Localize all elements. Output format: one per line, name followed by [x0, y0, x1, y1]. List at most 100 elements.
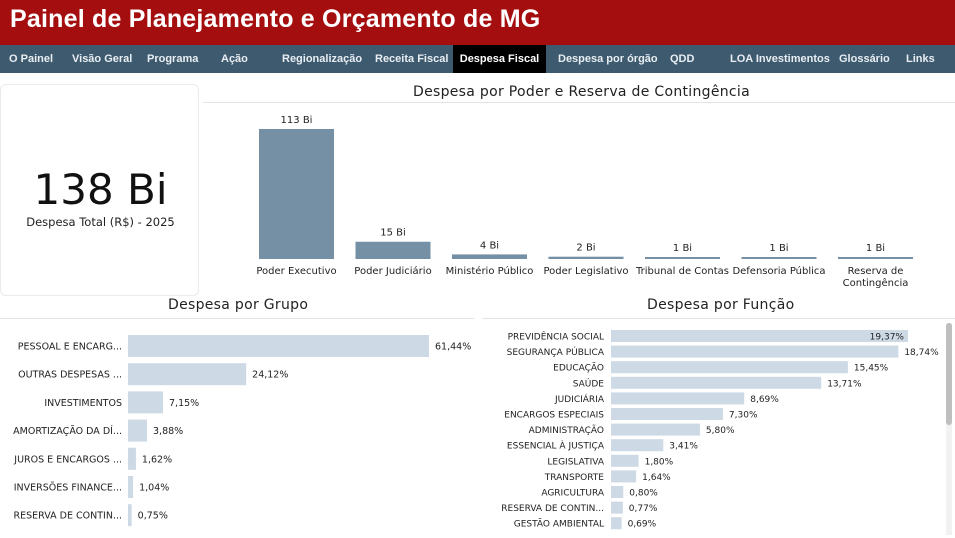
category-label: TRANSPORTE: [544, 473, 605, 483]
nav-item-links[interactable]: Links: [906, 53, 935, 65]
divider: [203, 102, 955, 103]
data-label: 3,88%: [153, 426, 183, 437]
bar-legislativa[interactable]: [611, 454, 639, 467]
nav-item-qdd[interactable]: QDD: [670, 53, 695, 65]
nav-item-despesa-fiscal[interactable]: Despesa Fiscal: [453, 45, 546, 73]
data-label: 4 Bi: [480, 240, 499, 251]
category-label: EDUCAÇÃO: [553, 363, 604, 374]
bar-defensoria-publica[interactable]: [741, 257, 817, 259]
category-label: Contingência: [843, 277, 909, 289]
bar-essencial-a-justica[interactable]: [611, 439, 664, 452]
bar-educacao[interactable]: [611, 361, 848, 374]
scrollbar-thumb[interactable]: [946, 323, 952, 425]
bar-encargos-especiais[interactable]: [611, 408, 723, 420]
bar-reserva-de-contin[interactable]: [611, 501, 623, 514]
data-label: 3,41%: [669, 442, 698, 452]
bar-investimentos[interactable]: [128, 391, 164, 414]
category-label: JUDICIÁRIA: [554, 393, 605, 405]
nav-item-receita-fiscal[interactable]: Receita Fiscal: [375, 53, 449, 65]
bar-judiciaria[interactable]: [611, 392, 745, 405]
bar-agricultura[interactable]: [611, 486, 624, 498]
bar-poder-judiciario[interactable]: [355, 241, 431, 259]
category-label: INVERSÕES FINANCE...: [14, 482, 122, 494]
nav-item-glossario[interactable]: Glossário: [839, 53, 890, 65]
category-label: LEGISLATIVA: [547, 457, 604, 467]
data-label: 0,69%: [628, 520, 657, 530]
category-label: OUTRAS DESPESAS ...: [18, 370, 122, 381]
data-label: 1,64%: [642, 473, 671, 483]
data-label: 7,15%: [169, 398, 199, 409]
data-label: 13,71%: [827, 379, 862, 389]
bar-pessoal-e-encarg[interactable]: [128, 335, 429, 357]
category-label: INVESTIMENTOS: [44, 398, 122, 409]
data-label: 0,80%: [629, 489, 658, 499]
chart-title-poder: Despesa por Poder e Reserva de Contingên…: [413, 84, 750, 100]
chart-poder: 113 Bi Poder Executivo 15 Bi Poder Judiciár…: [256, 115, 913, 289]
category-label: Defensoria Pública: [732, 265, 825, 277]
bar-saude[interactable]: [611, 376, 822, 389]
data-label: 18,74%: [904, 348, 939, 358]
data-label: 15 Bi: [380, 228, 406, 239]
category-label: Poder Judiciário: [354, 265, 431, 277]
data-label: 2 Bi: [576, 243, 595, 254]
nav-item-o-painel[interactable]: O Painel: [9, 53, 54, 65]
bar-poder-executivo[interactable]: [259, 129, 334, 259]
data-label: 1 Bi: [673, 243, 692, 254]
bar-inversoes-finance[interactable]: [128, 476, 134, 498]
category-label: RESERVA DE CONTIN...: [501, 504, 604, 514]
nav-item-loa-investimentos[interactable]: LOA Investimentos: [730, 53, 830, 65]
category-label: ENCARGOS ESPECIAIS: [504, 411, 604, 421]
category-label: AMORTIZAÇÃO DA DÍ...: [13, 425, 122, 437]
category-label: RESERVA DE CONTIN...: [14, 511, 122, 522]
data-label: 8,69%: [750, 395, 779, 405]
data-label: 1,04%: [139, 483, 169, 494]
data-label: 61,44%: [435, 342, 471, 353]
kpi-card-total[interactable]: 138 Bi Despesa Total (R$) - 2025: [0, 84, 199, 296]
nav-item-regionalizacao[interactable]: Regionalização: [282, 53, 363, 65]
nav-item-acao[interactable]: Ação: [221, 53, 248, 65]
bar-ministerio-publico[interactable]: [452, 254, 527, 259]
bar-reserva-de-contingencia[interactable]: [838, 257, 913, 259]
category-label: SAÚDE: [573, 377, 605, 389]
data-label: 1,80%: [645, 457, 674, 467]
category-label: JUROS E ENCARGOS ...: [13, 454, 122, 465]
chart-title-funcao: Despesa por Função: [647, 297, 795, 313]
category-label: Ministério Público: [446, 265, 534, 277]
scrollbar-track[interactable]: [946, 323, 952, 535]
nav-bar: O Painel Visão Geral Programa Ação Regio…: [0, 45, 955, 73]
bar-reserva-de-contin[interactable]: [128, 504, 132, 527]
nav-item-despesa-por-orgao[interactable]: Despesa por órgão: [558, 53, 658, 65]
kpi-label: Despesa Total (R$) - 2025: [26, 215, 175, 229]
data-label: 5,80%: [706, 426, 735, 436]
category-label: PREVIDÊNCIA SOCIAL: [508, 331, 604, 343]
category-label: Reserva de: [848, 266, 904, 277]
nav-item-visao-geral[interactable]: Visão Geral: [72, 53, 133, 65]
bar-outras-despesas[interactable]: [128, 363, 247, 386]
category-label: ADMINISTRAÇÃO: [529, 425, 604, 436]
data-label: 113 Bi: [281, 115, 313, 126]
chart-funcao: PREVIDÊNCIA SOCIAL 19,37% SEGURANÇA PÚBLIC…: [501, 330, 939, 530]
bar-seguranca-publica[interactable]: [611, 345, 899, 358]
data-label: 1 Bi: [866, 243, 885, 254]
bar-previdencia-social[interactable]: [611, 330, 908, 342]
divider: [482, 318, 955, 319]
category-label: Poder Executivo: [256, 266, 336, 277]
category-label: Tribunal de Contas: [635, 266, 729, 277]
bar-tribunal-de-contas[interactable]: [645, 257, 720, 259]
data-label: 7,30%: [729, 411, 758, 421]
category-label: GESTÃO AMBIENTAL: [514, 519, 604, 530]
category-label: AGRICULTURA: [541, 489, 605, 499]
bar-gestao-ambiental[interactable]: [611, 517, 622, 530]
nav-item-programa[interactable]: Programa: [147, 53, 199, 65]
data-label: 0,77%: [629, 504, 658, 514]
bar-poder-legislativo[interactable]: [548, 256, 624, 259]
data-label: 24,12%: [252, 370, 288, 381]
bar-juros-e-encargos[interactable]: [128, 447, 136, 470]
divider: [0, 318, 474, 319]
category-label: Poder Legislativo: [543, 266, 628, 277]
bar-transporte[interactable]: [611, 470, 637, 483]
bar-administracao[interactable]: [611, 423, 700, 436]
bar-amortizacao-da-di[interactable]: [128, 419, 148, 442]
category-label: SEGURANÇA PÚBLICA: [507, 346, 605, 358]
page-title: Painel de Planejamento e Orçamento de MG: [10, 5, 541, 33]
